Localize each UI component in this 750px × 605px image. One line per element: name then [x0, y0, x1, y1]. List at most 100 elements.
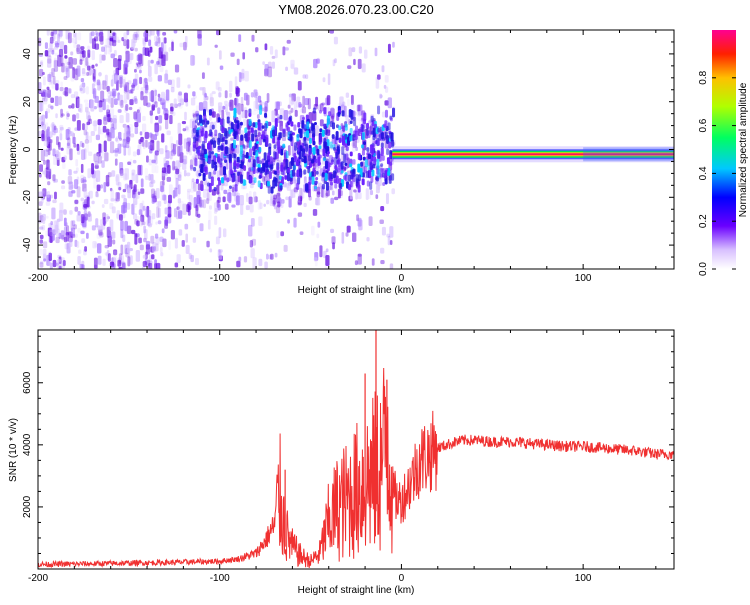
- spectrogram-cell: [73, 32, 76, 38]
- spectrogram-cell: [87, 211, 91, 218]
- spectrogram-cell: [155, 221, 158, 225]
- spectrogram-cell: [344, 162, 348, 166]
- spectrogram-cell: [137, 191, 141, 196]
- spectrogram-cell: [272, 198, 277, 208]
- spectrogram-cell: [145, 244, 150, 255]
- spectrogram-cell: [151, 159, 156, 164]
- spectrogram-cell: [221, 177, 225, 184]
- spectrogram-cell: [67, 137, 71, 149]
- spectrogram-cell: [251, 129, 255, 134]
- spectrogram-cell: [178, 203, 181, 213]
- spectrogram-cell: [215, 236, 220, 245]
- spectrogram-cell: [38, 53, 44, 57]
- spectrogram-cell: [85, 57, 89, 66]
- spectrogram-cell: [142, 115, 146, 121]
- spectrogram-cell: [125, 104, 129, 111]
- spectrogram-cell: [224, 139, 228, 145]
- spectrogram-cell: [195, 119, 199, 124]
- spectrogram-cell: [123, 145, 127, 156]
- spectrogram-cell: [285, 159, 289, 168]
- spectrogram-cell: [358, 46, 363, 54]
- spectrogram-cell: [72, 58, 78, 65]
- spectrogram-cell: [73, 224, 77, 230]
- spectrogram-cell: [370, 175, 374, 183]
- spectrogram-cell: [391, 173, 395, 181]
- spectrogram-cell: [176, 77, 181, 88]
- spectrogram-cell: [106, 129, 111, 138]
- spectrogram-cell: [134, 219, 138, 225]
- spectrogram-cell: [45, 110, 48, 119]
- spectrogram-cell: [279, 120, 283, 132]
- spectrogram-cell: [228, 185, 232, 189]
- spectrogram-cell: [165, 150, 170, 159]
- spectrogram-cell: [105, 174, 110, 187]
- spectrogram-cell: [206, 109, 210, 113]
- spectrogram-cell: [255, 47, 259, 53]
- spectrogram-cell: [185, 126, 189, 131]
- spectrogram-cell: [51, 67, 55, 78]
- spectrogram-cell: [156, 206, 160, 218]
- spectrogram-cell: [344, 174, 348, 182]
- spectrogram-cell: [115, 191, 120, 202]
- spectrogram-cell: [345, 232, 349, 237]
- spectrogram-cell: [299, 145, 303, 152]
- spectrogram-cell: [110, 231, 116, 239]
- spectrogram-cell: [45, 215, 49, 219]
- spectrogram-cell: [264, 43, 268, 51]
- spectrogram-cell: [38, 130, 41, 137]
- spectrogram-cell: [264, 112, 268, 118]
- spectrogram-cell: [140, 178, 144, 188]
- spectrogram-cell: [303, 169, 307, 175]
- spectrogram-cell: [364, 159, 368, 168]
- spectrogram-cell: [150, 140, 155, 151]
- spectrogram-cell: [148, 263, 153, 269]
- spectrogram-cell: [93, 257, 98, 269]
- spectrogram-cell: [85, 102, 90, 113]
- spectrogram-cell: [216, 30, 221, 36]
- spectrogram-cell: [65, 128, 70, 141]
- spectrogram-cell: [47, 162, 51, 173]
- spectrogram-cell: [297, 121, 301, 128]
- spectrogram-cell: [82, 50, 86, 58]
- spectrogram-cell: [335, 130, 339, 141]
- spectrogram-cell: [243, 118, 247, 126]
- spectrogram-cell: [321, 187, 325, 199]
- spectrogram-cell: [46, 93, 51, 98]
- spectrogram-cell: [242, 165, 246, 169]
- spectrogram-cell: [380, 163, 384, 167]
- spectrogram-cell: [153, 246, 156, 251]
- spectrogram-cell: [347, 174, 351, 182]
- spectrogram-cell: [319, 134, 323, 144]
- spectrogram-cell: [230, 170, 234, 175]
- y-tick-label: -20: [22, 190, 33, 205]
- spectrogram-cell: [178, 133, 183, 146]
- spectrogram-cell: [87, 213, 92, 222]
- spectrogram-cell: [74, 239, 78, 247]
- spectrogram-cell: [121, 36, 125, 42]
- spectrogram-cell: [112, 90, 116, 99]
- spectrogram-cell: [104, 74, 108, 87]
- spectrogram-cell: [240, 134, 244, 141]
- spectrogram-cell: [103, 216, 106, 226]
- spectrogram-cell: [339, 128, 343, 138]
- spectrogram-cell: [117, 109, 122, 113]
- spectrogram-cell: [208, 210, 212, 221]
- spectrogram-cell: [308, 148, 312, 155]
- spectrogram-cell: [127, 146, 131, 156]
- spectrogram-cell: [70, 184, 75, 189]
- spectrogram-cell: [43, 135, 49, 147]
- spectrogram-cell: [224, 203, 229, 210]
- spectrogram-cell: [145, 139, 148, 148]
- spectrogram-cell: [111, 206, 116, 214]
- spectrogram-cell: [311, 111, 317, 121]
- spectrogram-cell: [99, 53, 103, 64]
- spectrogram-cell: [112, 239, 116, 245]
- spectrogram-cell: [166, 130, 171, 136]
- spectrogram-cell: [136, 63, 141, 68]
- spectrogram-cell: [201, 72, 205, 79]
- spectrogram-cell: [233, 107, 237, 118]
- x-tick-label: 100: [575, 273, 592, 284]
- spectrogram-cell: [289, 133, 293, 142]
- spectrogram-cell: [225, 104, 228, 113]
- spectrogram-cell: [210, 176, 214, 186]
